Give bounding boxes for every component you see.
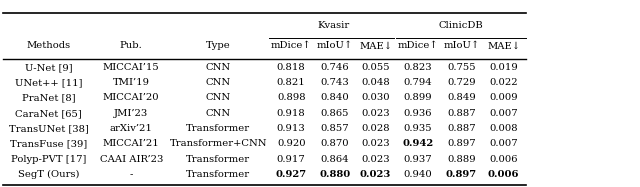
Text: 0.935: 0.935	[404, 124, 432, 133]
Text: 0.840: 0.840	[321, 94, 349, 102]
Text: Methods: Methods	[27, 41, 70, 50]
Text: TransFuse [39]: TransFuse [39]	[10, 140, 87, 148]
Text: Type: Type	[206, 41, 230, 50]
Text: PraNet [8]: PraNet [8]	[22, 94, 76, 102]
Text: Kvasir: Kvasir	[317, 21, 349, 30]
Text: MICCAI’20: MICCAI’20	[103, 94, 159, 102]
Text: Transformer: Transformer	[186, 155, 250, 164]
Text: JMI’23: JMI’23	[114, 109, 148, 118]
Text: 0.898: 0.898	[277, 94, 305, 102]
Text: TMI’19: TMI’19	[113, 78, 150, 87]
Text: 0.918: 0.918	[277, 109, 305, 118]
Text: CNN: CNN	[205, 63, 231, 72]
Text: 0.887: 0.887	[447, 124, 476, 133]
Text: MAE↓: MAE↓	[487, 41, 520, 50]
Text: 0.007: 0.007	[490, 109, 518, 118]
Text: 0.865: 0.865	[321, 109, 349, 118]
Text: 0.936: 0.936	[404, 109, 432, 118]
Text: mDice↑: mDice↑	[397, 41, 438, 50]
Text: 0.913: 0.913	[277, 124, 305, 133]
Text: CNN: CNN	[205, 78, 231, 87]
Text: 0.729: 0.729	[447, 78, 476, 87]
Text: Transformer: Transformer	[186, 124, 250, 133]
Text: 0.022: 0.022	[490, 78, 518, 87]
Text: mIoU↑: mIoU↑	[317, 41, 353, 50]
Text: CAAI AIR’23: CAAI AIR’23	[99, 155, 163, 164]
Text: 0.870: 0.870	[321, 140, 349, 148]
Text: 0.940: 0.940	[404, 170, 432, 179]
Text: 0.006: 0.006	[488, 170, 520, 179]
Text: ClinicDB: ClinicDB	[438, 21, 483, 30]
Text: Transformer+CNN: Transformer+CNN	[170, 140, 267, 148]
Text: 0.007: 0.007	[490, 140, 518, 148]
Text: 0.009: 0.009	[490, 94, 518, 102]
Text: 0.942: 0.942	[403, 140, 433, 148]
Text: mDice↑: mDice↑	[271, 41, 312, 50]
Text: 0.917: 0.917	[277, 155, 305, 164]
Text: 0.897: 0.897	[446, 170, 477, 179]
Text: 0.743: 0.743	[321, 78, 349, 87]
Text: UNet++ [11]: UNet++ [11]	[15, 78, 83, 87]
Text: 0.821: 0.821	[277, 78, 305, 87]
Text: 0.755: 0.755	[447, 63, 476, 72]
Text: MICCAI’21: MICCAI’21	[103, 140, 159, 148]
Text: 0.008: 0.008	[490, 124, 518, 133]
Text: 0.055: 0.055	[362, 63, 390, 72]
Text: mIoU↑: mIoU↑	[444, 41, 479, 50]
Text: 0.019: 0.019	[490, 63, 518, 72]
Text: 0.023: 0.023	[360, 170, 392, 179]
Text: 0.823: 0.823	[404, 63, 432, 72]
Text: 0.746: 0.746	[321, 63, 349, 72]
Text: 0.849: 0.849	[447, 94, 476, 102]
Text: 0.880: 0.880	[319, 170, 350, 179]
Text: MAE↓: MAE↓	[359, 41, 392, 50]
Text: 0.028: 0.028	[362, 124, 390, 133]
Text: 0.920: 0.920	[277, 140, 305, 148]
Text: 0.023: 0.023	[362, 155, 390, 164]
Text: Transformer: Transformer	[186, 170, 250, 179]
Text: MICCAI’15: MICCAI’15	[103, 63, 159, 72]
Text: 0.023: 0.023	[362, 140, 390, 148]
Text: Polyp-PVT [17]: Polyp-PVT [17]	[11, 155, 86, 164]
Text: -: -	[129, 170, 133, 179]
Text: 0.899: 0.899	[404, 94, 432, 102]
Text: TransUNet [38]: TransUNet [38]	[9, 124, 88, 133]
Text: SegT (Ours): SegT (Ours)	[18, 170, 79, 179]
Text: 0.030: 0.030	[362, 94, 390, 102]
Text: 0.023: 0.023	[362, 109, 390, 118]
Text: 0.048: 0.048	[362, 78, 390, 87]
Text: 0.897: 0.897	[447, 140, 476, 148]
Text: 0.818: 0.818	[277, 63, 305, 72]
Text: U-Net [9]: U-Net [9]	[25, 63, 72, 72]
Text: 0.889: 0.889	[447, 155, 476, 164]
Text: arXiv’21: arXiv’21	[110, 124, 152, 133]
Text: 0.864: 0.864	[321, 155, 349, 164]
Text: 0.927: 0.927	[276, 170, 307, 179]
Text: CaraNet [65]: CaraNet [65]	[15, 109, 82, 118]
Text: 0.887: 0.887	[447, 109, 476, 118]
Text: CNN: CNN	[205, 94, 231, 102]
Text: 0.794: 0.794	[404, 78, 432, 87]
Text: 0.857: 0.857	[321, 124, 349, 133]
Text: Pub.: Pub.	[120, 41, 143, 50]
Text: 0.006: 0.006	[490, 155, 518, 164]
Text: 0.937: 0.937	[404, 155, 432, 164]
Text: CNN: CNN	[205, 109, 231, 118]
